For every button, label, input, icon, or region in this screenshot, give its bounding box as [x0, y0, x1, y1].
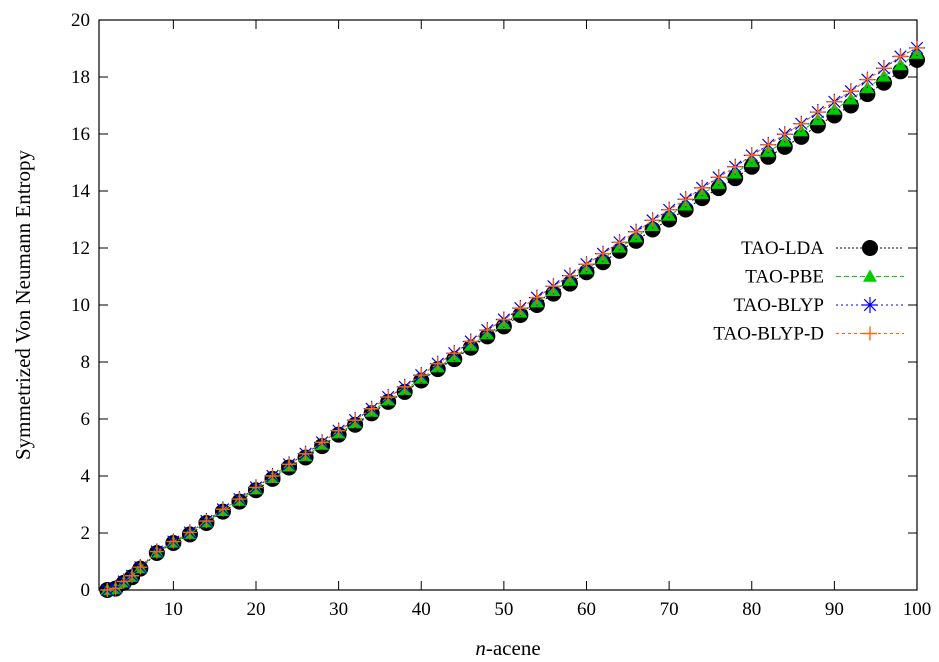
data-point [133, 560, 148, 575]
x-tick-label: 70 [660, 599, 679, 620]
legend-marker [862, 297, 878, 313]
data-point [562, 268, 577, 283]
data-point [125, 568, 140, 583]
series-tao-pbe [100, 46, 924, 596]
data-point [695, 180, 710, 195]
data-point [513, 301, 528, 316]
data-point [579, 257, 594, 272]
data-point [149, 544, 164, 559]
y-tick-label: 18 [71, 67, 90, 88]
data-point [331, 423, 346, 438]
data-point [678, 192, 693, 207]
data-point [496, 312, 511, 327]
legend-label: TAO-LDA [741, 238, 824, 259]
y-tick-label: 14 [71, 181, 91, 202]
data-point [596, 246, 611, 261]
y-tick-label: 16 [71, 124, 90, 145]
data-point [182, 525, 197, 540]
data-point [777, 127, 792, 142]
data-point [645, 213, 660, 228]
data-point [612, 235, 627, 250]
data-point [728, 159, 743, 174]
axis-ticks: 10 20 30 40 50 60 70 80 90 100 0 2 4 6 8 10 12 14 16 18 20 [71, 10, 931, 620]
data-point [761, 137, 776, 152]
data-point [629, 224, 644, 239]
legend-item: TAO-LDA [741, 238, 904, 259]
series-line [107, 59, 918, 591]
y-tick-label: 12 [71, 238, 90, 259]
x-tick-label: 10 [164, 599, 183, 620]
y-tick-label: 6 [81, 409, 91, 430]
legend-item: TAO-PBE [745, 267, 904, 288]
data-point [711, 170, 726, 185]
series-line [107, 53, 918, 591]
data-point [348, 413, 363, 428]
data-point [794, 116, 809, 131]
data-point [430, 356, 445, 371]
legend-marker [863, 326, 877, 341]
x-tick-label: 90 [825, 599, 844, 620]
data-point [827, 94, 842, 109]
x-tick-label: 40 [412, 599, 431, 620]
y-tick-label: 0 [81, 580, 91, 601]
series-line [107, 47, 918, 591]
data-point [414, 368, 429, 383]
data-point [166, 534, 181, 549]
y-axis-title: Symmetrized Von Neumann Entropy [11, 149, 35, 460]
x-tick-label: 60 [577, 599, 596, 620]
y-tick-label: 10 [71, 295, 90, 316]
data-point [215, 502, 230, 517]
y-tick-label: 20 [71, 10, 90, 31]
data-point [910, 40, 924, 55]
legend: TAO-LDA TAO-PBE TAO-BLYP TAO-BLYP-D [713, 238, 904, 345]
data-point [447, 346, 462, 361]
y-tick-label: 2 [81, 523, 91, 544]
data-point [843, 84, 858, 99]
series-tao-blyp-d [100, 40, 924, 597]
data-point [893, 49, 908, 64]
x-tick-label: 20 [246, 599, 265, 620]
data-point [810, 105, 825, 120]
legend-item: TAO-BLYP [733, 295, 904, 316]
data-point [315, 435, 330, 450]
data-point [744, 148, 759, 163]
data-point [397, 379, 412, 394]
data-point [860, 72, 875, 87]
legend-marker [862, 240, 878, 256]
data-point [662, 202, 677, 217]
x-tick-label: 80 [742, 599, 761, 620]
x-tick-label: 50 [494, 599, 513, 620]
x-axis-title: n-acene [475, 636, 540, 660]
data-point [463, 334, 478, 349]
data-point [381, 390, 396, 405]
data-point [529, 290, 544, 305]
data-point [876, 61, 891, 76]
data-point [116, 574, 131, 589]
legend-marker [863, 269, 877, 282]
x-axis-title-italic: n [475, 636, 486, 660]
y-tick-label: 4 [81, 466, 91, 487]
x-tick-label: 30 [329, 599, 348, 620]
data-point [298, 446, 313, 461]
data-point [199, 514, 214, 529]
data-point [232, 492, 247, 507]
data-point [282, 457, 297, 472]
x-axis-title-rest: -acene [486, 636, 541, 660]
series-group [99, 39, 925, 598]
data-point [100, 583, 115, 597]
legend-label: TAO-BLYP [733, 295, 824, 316]
data-point [108, 581, 123, 596]
y-tick-label: 8 [81, 352, 91, 373]
legend-label: TAO-BLYP-D [713, 324, 824, 345]
legend-label: TAO-PBE [745, 267, 824, 288]
data-point [546, 279, 561, 294]
data-point [265, 469, 280, 483]
x-tick-label: 100 [903, 599, 932, 620]
legend-item: TAO-BLYP-D [713, 324, 904, 345]
data-point [480, 323, 495, 338]
data-point [248, 480, 263, 495]
series-line [107, 47, 918, 591]
data-point [364, 401, 379, 416]
